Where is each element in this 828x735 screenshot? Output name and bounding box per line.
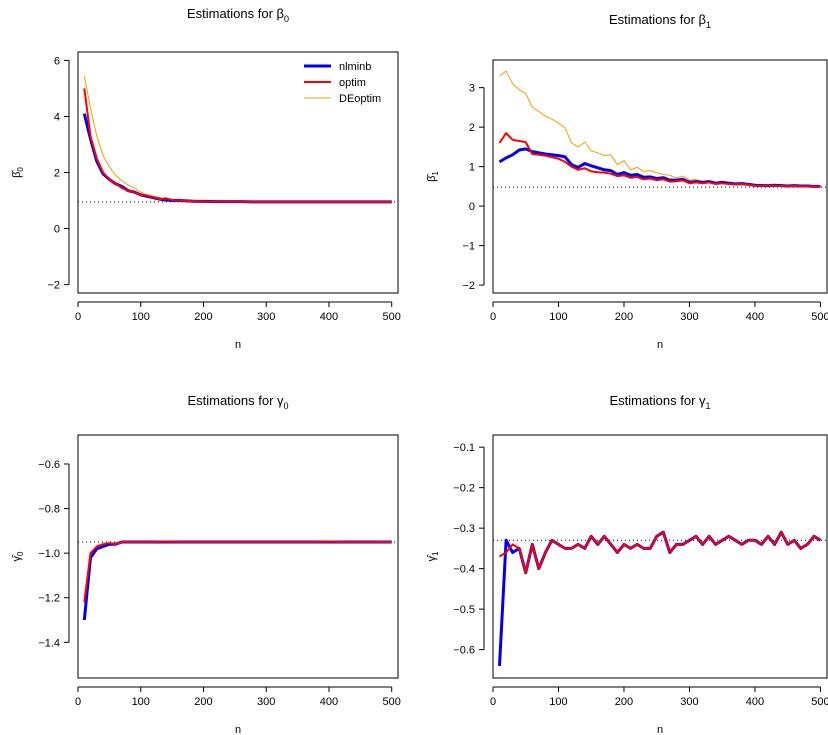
x-tick-label: 100 bbox=[132, 311, 150, 323]
y-tick-label: −0.2 bbox=[453, 483, 475, 495]
y-tick-label: −1 bbox=[462, 241, 475, 253]
chart-panel-4: Estimations for γ10 100 200 300 400 500−0.6−0… bbox=[426, 393, 828, 735]
series-line-optim bbox=[498, 132, 821, 188]
plot-frame bbox=[492, 434, 828, 679]
series-line-deoptim bbox=[83, 541, 392, 598]
x-tick-label: 400 bbox=[320, 311, 338, 323]
x-tick-label: 500 bbox=[383, 696, 401, 708]
x-tick-label: 500 bbox=[811, 696, 828, 708]
y-tick-label: −2 bbox=[47, 280, 60, 292]
y-tick-label: −1.0 bbox=[38, 548, 60, 560]
x-tick-label: 300 bbox=[257, 311, 275, 323]
y-axis-label-subscript: 0 bbox=[16, 551, 25, 556]
chart-title-main: Estimations for γ bbox=[609, 393, 706, 408]
y-tick-label: 1 bbox=[469, 162, 475, 174]
chart-title-subscript: 0 bbox=[284, 401, 289, 411]
x-tick-label: 0 bbox=[490, 311, 496, 323]
y-axis-label-main: γ̂ bbox=[426, 554, 438, 562]
x-tick-label: 200 bbox=[194, 311, 212, 323]
chart-title: Estimations for γ0 bbox=[187, 393, 288, 411]
y-axis-label: β̂1 bbox=[426, 171, 440, 182]
y-axis-label: γ̂0 bbox=[11, 551, 25, 562]
x-tick-label: 200 bbox=[615, 311, 633, 323]
chart-panel-2: Estimations for β10 100 200 300 400 500−2−101… bbox=[426, 12, 828, 351]
y-tick-label: 0 bbox=[54, 224, 60, 236]
x-axis-label: n bbox=[657, 724, 663, 735]
y-tick-label: −0.4 bbox=[453, 564, 475, 576]
y-tick-label: −0.6 bbox=[453, 645, 475, 657]
plot-frame bbox=[492, 59, 828, 294]
chart-title-subscript: 1 bbox=[706, 20, 711, 30]
series-line-optim bbox=[83, 88, 392, 203]
x-tick-label: 400 bbox=[320, 696, 338, 708]
series-line-nlminb bbox=[82, 113, 392, 204]
y-axis-label-subscript: 1 bbox=[431, 171, 440, 176]
y-axis-label-main: β̂ bbox=[426, 174, 438, 182]
plot-frame bbox=[77, 51, 399, 294]
chart-title-subscript: 1 bbox=[706, 401, 711, 411]
y-tick-label: −0.8 bbox=[38, 504, 60, 516]
chart-title-main: Estimations for β bbox=[609, 12, 706, 27]
x-tick-label: 200 bbox=[615, 696, 633, 708]
series-line-deoptim bbox=[499, 531, 821, 574]
y-axis-label: γ̂1 bbox=[426, 551, 440, 562]
series-line-deoptim bbox=[499, 70, 821, 187]
y-tick-label: 2 bbox=[469, 122, 475, 134]
legend-label-nlminb: nlminb bbox=[339, 61, 371, 73]
x-tick-label: 400 bbox=[746, 311, 764, 323]
legend-label-deoptim: DEoptim bbox=[339, 93, 381, 105]
x-tick-label: 300 bbox=[680, 311, 698, 323]
x-axis-label: n bbox=[235, 339, 241, 351]
y-tick-label: 2 bbox=[54, 168, 60, 180]
x-tick-label: 400 bbox=[746, 696, 764, 708]
x-tick-label: 0 bbox=[490, 696, 496, 708]
x-tick-label: 100 bbox=[132, 696, 150, 708]
x-axis-label: n bbox=[657, 339, 663, 351]
y-tick-label: −1.2 bbox=[38, 593, 60, 605]
chart-title-main: Estimations for β bbox=[187, 6, 284, 21]
x-tick-label: 500 bbox=[811, 311, 828, 323]
x-tick-label: 200 bbox=[194, 696, 212, 708]
x-tick-label: 300 bbox=[257, 696, 275, 708]
chart-title-main: Estimations for γ bbox=[187, 393, 284, 408]
y-tick-label: −0.6 bbox=[38, 459, 60, 471]
x-tick-label: 100 bbox=[549, 696, 567, 708]
y-tick-label: 4 bbox=[54, 111, 60, 123]
legend-label-optim: optim bbox=[339, 77, 366, 89]
y-tick-label: −2 bbox=[462, 280, 475, 292]
chart-title: Estimations for β1 bbox=[609, 12, 711, 30]
y-tick-label: −0.3 bbox=[453, 523, 475, 535]
legend: nlminb optim DEoptim bbox=[304, 61, 381, 105]
y-axis-label: β̂0 bbox=[11, 167, 25, 178]
series-line-optim bbox=[498, 531, 822, 574]
chart-panel-1: Estimations for β00 100 200 300 400 500−20246… bbox=[11, 6, 401, 351]
y-tick-label: 3 bbox=[469, 83, 475, 95]
x-tick-label: 0 bbox=[75, 696, 81, 708]
y-axis-label-main: β̂ bbox=[11, 170, 23, 178]
series-line-nlminb bbox=[82, 540, 392, 621]
y-tick-label: −0.5 bbox=[453, 604, 475, 616]
y-tick-label: 6 bbox=[54, 55, 60, 67]
series-line-nlminb bbox=[498, 530, 822, 666]
y-tick-label: 0 bbox=[469, 201, 475, 213]
x-tick-label: 300 bbox=[680, 696, 698, 708]
y-tick-label: −0.1 bbox=[453, 442, 475, 454]
y-axis-label-subscript: 1 bbox=[431, 551, 440, 556]
x-axis-label: n bbox=[235, 724, 241, 735]
series-line-optim bbox=[83, 540, 392, 603]
x-tick-label: 500 bbox=[383, 311, 401, 323]
chart-panel-3: Estimations for γ00 100 200 300 400 500−1.4−1… bbox=[11, 393, 401, 735]
chart-title: Estimations for γ1 bbox=[609, 393, 710, 411]
y-axis-label-main: γ̂ bbox=[11, 554, 23, 562]
y-tick-label: −1.4 bbox=[38, 637, 60, 649]
chart-title-subscript: 0 bbox=[284, 14, 289, 24]
series-line-nlminb bbox=[498, 147, 821, 188]
x-tick-label: 0 bbox=[75, 311, 81, 323]
plot-frame bbox=[77, 434, 399, 679]
y-axis-label-subscript: 0 bbox=[16, 167, 25, 172]
chart-title: Estimations for β0 bbox=[187, 6, 289, 24]
x-tick-label: 100 bbox=[549, 311, 567, 323]
